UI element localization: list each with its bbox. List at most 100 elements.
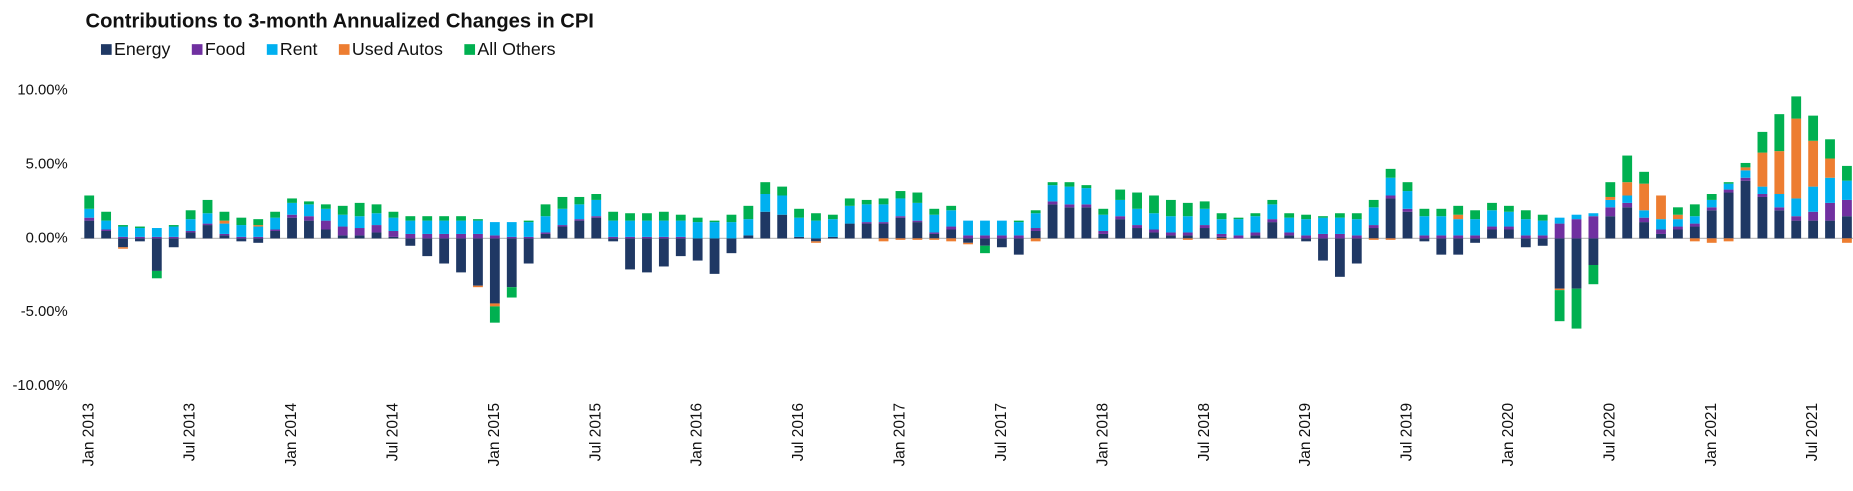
bar-segment (84, 208, 95, 218)
bar-segment (168, 225, 179, 227)
bar-segment (219, 211, 230, 221)
bar-segment (1757, 152, 1768, 187)
bar-segment (675, 238, 686, 257)
bar-segment (1605, 199, 1616, 208)
bar-segment (1419, 238, 1430, 242)
bar-segment (185, 232, 196, 239)
bar-segment (811, 220, 821, 239)
bar-segment (1554, 288, 1565, 291)
bar-segment (1520, 210, 1531, 220)
bar-segment (1673, 207, 1683, 215)
bar-segment (726, 214, 737, 223)
bar-segment (523, 236, 534, 239)
bar-segment (439, 216, 450, 221)
bar-segment (1571, 238, 1582, 289)
bar-segment (1504, 226, 1514, 230)
bar-segment (219, 235, 230, 239)
bar-segment (320, 229, 331, 239)
bar-segment (996, 235, 1007, 239)
bar-segment (1588, 213, 1599, 217)
bar-segment (202, 225, 213, 239)
bar-segment (253, 225, 264, 227)
bar-segment (489, 238, 500, 304)
bar-segment (1182, 216, 1193, 233)
bar-segment (1064, 186, 1075, 205)
bar-segment (1842, 216, 1852, 239)
bar-segment (337, 235, 348, 239)
bar-segment (1199, 225, 1210, 229)
bar-segment (151, 238, 162, 271)
bar-segment (135, 236, 145, 239)
bar-segment (388, 230, 399, 237)
bar-segment (1842, 238, 1852, 243)
bar-segment (658, 238, 669, 267)
bar-segment (642, 238, 652, 273)
bar-segment (1385, 168, 1396, 178)
bar-segment (506, 222, 517, 237)
bar-segment (168, 238, 179, 248)
bar-segment (895, 216, 906, 218)
bar-segment (1825, 139, 1835, 159)
legend-swatch (464, 44, 476, 55)
bar-segment (946, 205, 957, 211)
y-tick-label: -5.00% (21, 304, 68, 320)
x-tick-label: Jul 2018 (1196, 403, 1213, 461)
bar-segment (1318, 238, 1328, 261)
bar-segment (929, 208, 940, 215)
bar-segment (236, 238, 247, 242)
bar-segment (371, 213, 382, 226)
bar-segment (1622, 207, 1633, 239)
bar-segment (1047, 204, 1058, 239)
bar-segment (1132, 228, 1142, 239)
bar-segment (1013, 235, 1024, 239)
bar-segment (642, 220, 652, 237)
bar-segment (557, 226, 568, 239)
bar-segment (405, 216, 416, 221)
bar-segment (1673, 226, 1683, 230)
bar-segment (456, 216, 466, 221)
bar-segment (1165, 199, 1176, 217)
bar-segment (354, 228, 365, 236)
bar-segment (1351, 213, 1362, 220)
bar-segment (625, 213, 635, 221)
bar-segment (895, 198, 906, 217)
bar-segment (1825, 158, 1835, 178)
bar-segment (1453, 214, 1464, 220)
bar-segment (1385, 177, 1396, 196)
bar-segment (1098, 230, 1109, 234)
bar-segment (1165, 235, 1176, 239)
bar-segment (1605, 216, 1616, 239)
bar-segment (1115, 216, 1126, 220)
bar-segment (354, 216, 365, 229)
bar-segment (1774, 151, 1785, 195)
bar-segment (591, 217, 602, 239)
bar-segment (878, 204, 889, 223)
bar-segment (1571, 219, 1582, 239)
bar-segment (1656, 195, 1666, 220)
bar-segment (1402, 211, 1413, 239)
bar-segment (101, 229, 112, 231)
bar-segment (1757, 194, 1768, 197)
bar-segment (422, 238, 433, 257)
bar-segment (1537, 220, 1548, 236)
bar-segment (1436, 208, 1447, 217)
bar-segment (151, 228, 162, 237)
bar-segment (1808, 220, 1819, 239)
bar-segment (337, 205, 348, 215)
legend-swatch (338, 44, 350, 55)
bar-segment (1334, 238, 1345, 277)
bar-segment (1385, 198, 1396, 239)
bar-segment (1250, 232, 1261, 236)
bar-segment (591, 194, 602, 200)
bar-segment (1351, 219, 1362, 236)
bar-segment (1487, 202, 1497, 211)
bar-segment (1098, 208, 1109, 215)
bar-segment (591, 216, 602, 218)
bar-segment (540, 204, 551, 217)
bar-segment (963, 242, 973, 245)
bar-segment (1030, 210, 1041, 214)
bar-segment (895, 217, 906, 239)
bar-segment (1301, 214, 1311, 220)
bar-segment (1182, 232, 1193, 236)
